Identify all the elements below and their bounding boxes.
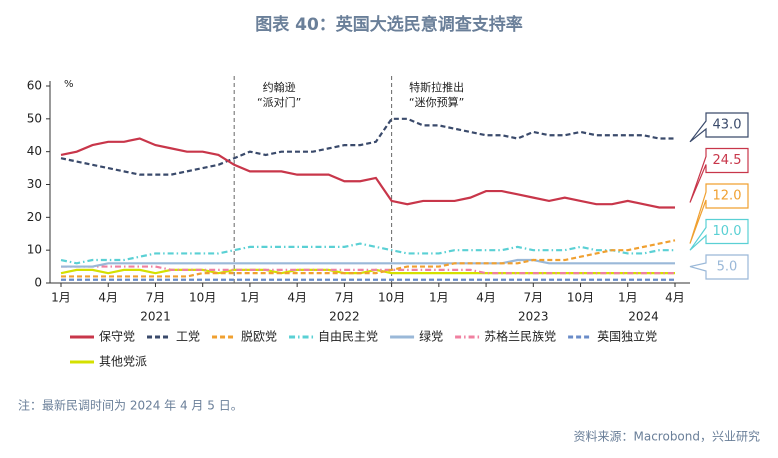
x-tick-label: 7月 xyxy=(523,291,543,305)
legend-label: 自由民主党 xyxy=(318,329,378,344)
legend-label: 工党 xyxy=(176,329,200,344)
callout-label: 12.0 xyxy=(713,189,742,204)
x-tick-label: 10月 xyxy=(378,291,405,305)
callout-box xyxy=(689,112,749,143)
x-tick-label: 4月 xyxy=(287,291,307,305)
callout-label: 43.0 xyxy=(713,118,742,133)
legend-label: 英国独立党 xyxy=(597,329,657,344)
x-tick-label: 1月 xyxy=(618,291,638,305)
chart-title: 图表 40：英国大选民意调查支持率 xyxy=(255,14,523,35)
y-tick-label: 50 xyxy=(27,111,42,125)
annotation: “迷你预算” xyxy=(409,95,464,109)
legend-label: 苏格兰民族党 xyxy=(484,329,556,344)
annotation: “派对门” xyxy=(257,95,301,109)
series-line xyxy=(60,117,675,176)
x-tick-label: 1月 xyxy=(429,291,449,305)
annotation: 特斯拉推出 xyxy=(409,80,464,94)
year-label: 2024 xyxy=(628,310,659,324)
y-tick-label: 60 xyxy=(27,79,42,93)
x-tick-label: 10月 xyxy=(567,291,594,305)
y-tick-label: 40 xyxy=(27,144,42,158)
callout-box xyxy=(689,218,749,251)
legend-label: 绿党 xyxy=(419,329,443,344)
year-label: 2022 xyxy=(329,310,360,324)
legend-label: 其他党派 xyxy=(99,354,147,369)
y-tick-label: 20 xyxy=(27,210,42,224)
callout-box xyxy=(689,183,749,244)
x-tick-label: 4月 xyxy=(476,291,496,305)
legend-label: 保守党 xyxy=(99,329,135,344)
callout-label: 10.0 xyxy=(713,224,742,239)
note: 注：最新民调时间为 2024 年 4 月 5 日。 xyxy=(18,398,243,413)
series-line xyxy=(60,137,675,209)
x-tick-label: 4月 xyxy=(665,291,685,305)
x-tick-label: 1月 xyxy=(51,291,71,305)
callout-label: 24.5 xyxy=(713,153,742,168)
series-line xyxy=(61,265,675,275)
callout-box xyxy=(689,147,749,203)
x-tick-label: 7月 xyxy=(146,291,166,305)
series-line xyxy=(60,242,675,265)
y-tick-label: 0 xyxy=(34,276,42,290)
y-unit: % xyxy=(64,79,74,90)
x-tick-label: 4月 xyxy=(98,291,118,305)
source: 资料来源：Macrobond，兴业研究 xyxy=(574,429,761,444)
callout-label: 5.0 xyxy=(717,260,738,275)
y-tick-label: 10 xyxy=(27,243,42,257)
legend-label: 脱欧党 xyxy=(241,329,277,344)
x-tick-label: 1月 xyxy=(240,291,260,305)
callout-box xyxy=(689,254,749,280)
y-tick-label: 30 xyxy=(27,177,42,191)
x-tick-label: 10月 xyxy=(189,291,216,305)
series-line xyxy=(60,268,675,275)
annotation: 约翰逊 xyxy=(263,80,296,94)
x-tick-label: 7月 xyxy=(335,291,355,305)
series-line xyxy=(61,258,675,268)
year-label: 2021 xyxy=(140,310,171,324)
series-line xyxy=(61,239,676,278)
year-label: 2023 xyxy=(518,310,549,324)
